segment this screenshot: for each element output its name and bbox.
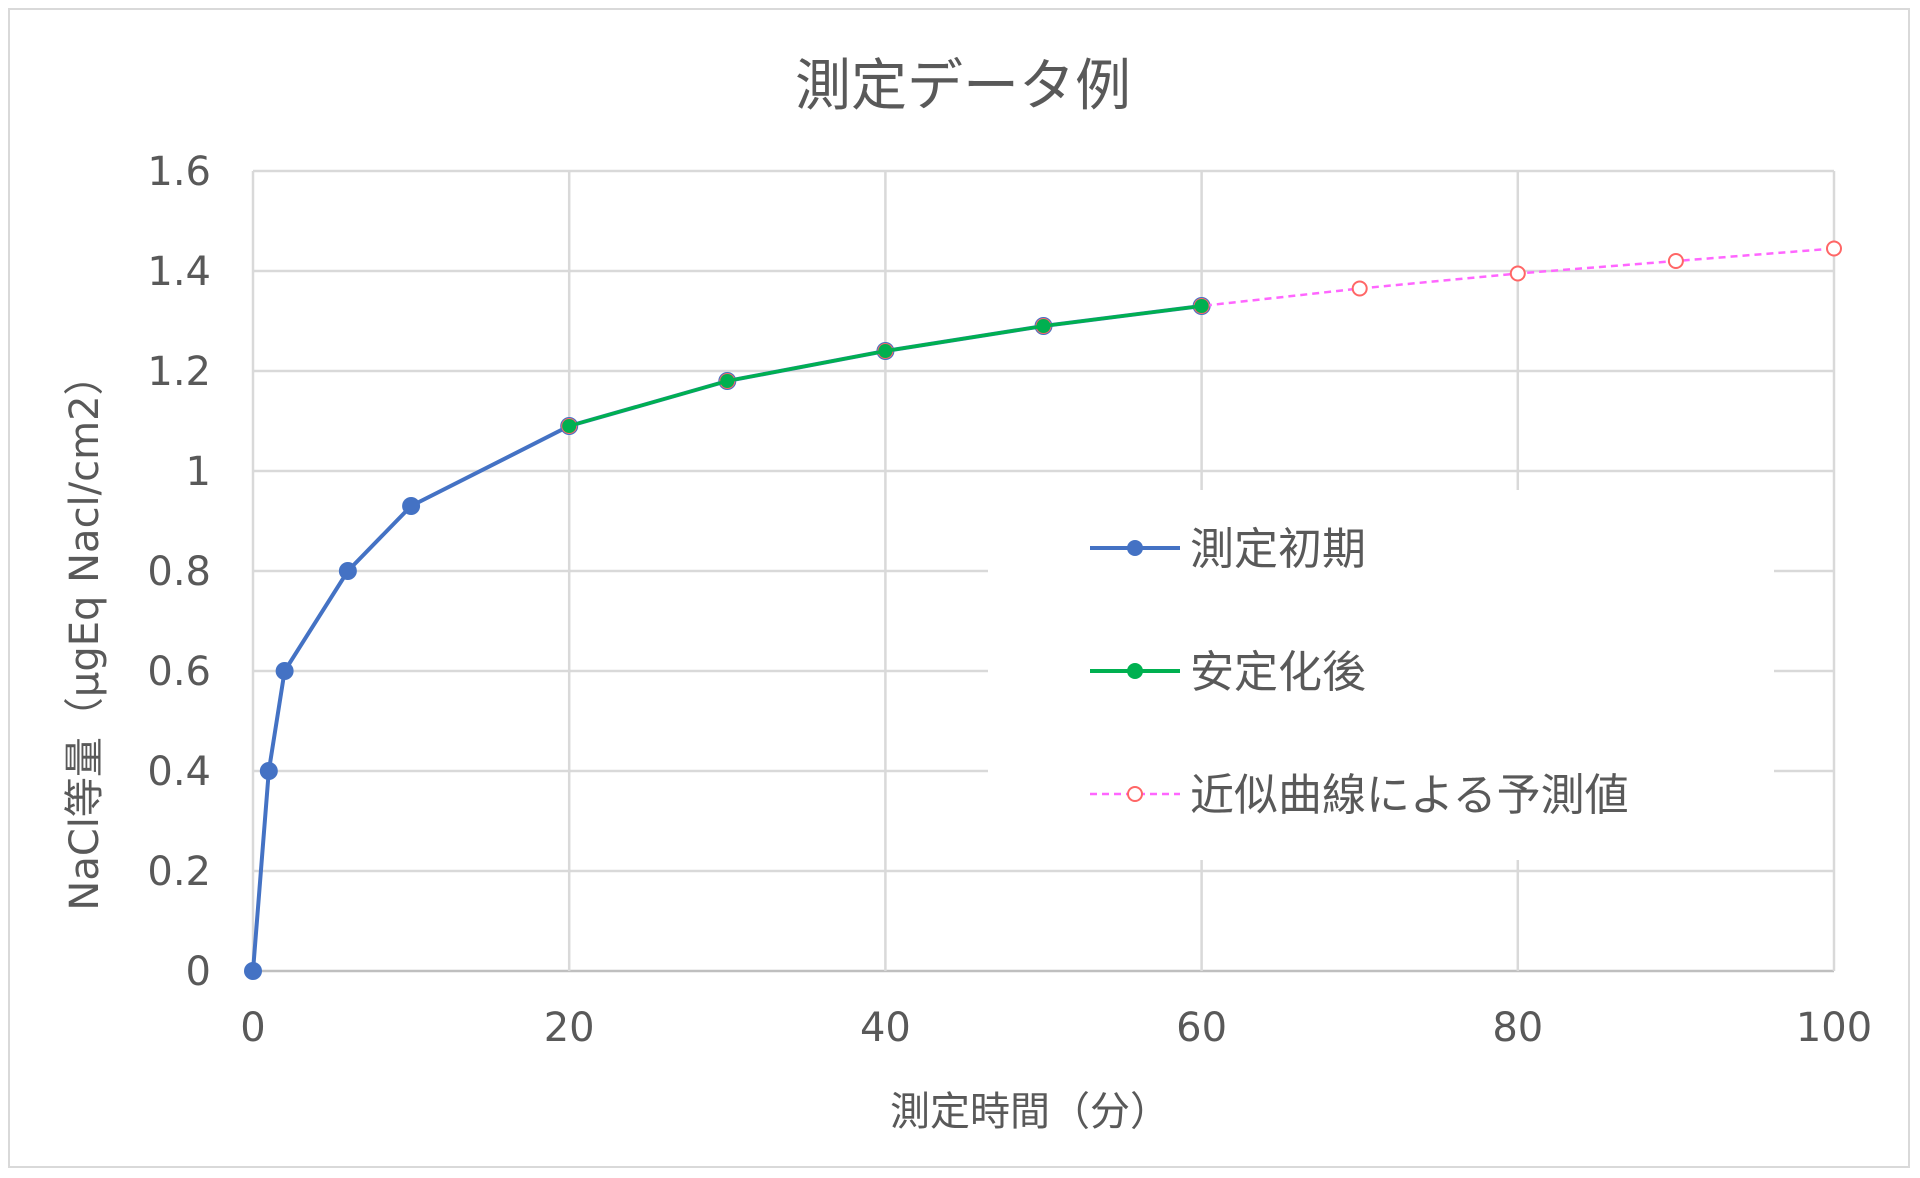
data-point <box>562 419 577 433</box>
y-tick-label: 1.4 <box>147 249 211 295</box>
legend-label: 近似曲線による予測値 <box>1190 770 1629 821</box>
x-tick-label: 100 <box>1796 1005 1872 1051</box>
series-1 <box>562 299 1209 433</box>
data-point <box>259 762 278 780</box>
data-point <box>338 562 357 580</box>
y-tick-label: 1.6 <box>147 149 211 195</box>
y-tick-label: 0.2 <box>147 849 211 895</box>
legend-item-2: 近似曲線による予測値 <box>1090 770 1629 821</box>
x-tick-label: 40 <box>860 1005 911 1051</box>
x-tick-label: 0 <box>240 1005 265 1051</box>
y-axis-title: NaCl等量（µgEq Nacl/cm2） <box>62 355 108 910</box>
data-point <box>275 662 294 680</box>
legend-box <box>988 490 1774 860</box>
y-tick-label: 0 <box>186 949 211 995</box>
y-tick-label: 1 <box>186 449 211 495</box>
y-tick-label: 0.8 <box>147 549 211 595</box>
data-point <box>1351 280 1368 297</box>
data-point <box>244 962 262 980</box>
legend-item-0: 測定初期 <box>1090 524 1366 575</box>
y-tick-label: 1.2 <box>147 349 211 395</box>
data-point <box>402 497 421 515</box>
legend-marker <box>1127 663 1143 679</box>
x-tick-label: 20 <box>544 1005 595 1051</box>
x-axis-title: 測定時間（分） <box>890 1089 1170 1135</box>
x-tick-label: 80 <box>1492 1005 1543 1051</box>
data-point <box>1826 240 1842 257</box>
axes: 0 0.2 0.4 0.6 0.8 1 1.2 1.4 1.6 0 20 40 60 80 100 <box>147 149 1872 1051</box>
data-point <box>1036 319 1051 333</box>
data-point <box>720 374 735 388</box>
series-layer <box>244 240 1842 980</box>
legend-marker <box>1127 786 1143 802</box>
x-tick-label: 60 <box>1176 1005 1227 1051</box>
legend-label: 安定化後 <box>1190 647 1366 698</box>
data-point <box>1509 265 1526 282</box>
y-tick-label: 0.4 <box>147 749 211 795</box>
data-point <box>1194 299 1209 313</box>
legend-marker <box>1127 540 1143 556</box>
legend-item-1: 安定化後 <box>1090 647 1366 698</box>
chart-title: 測定データ例 <box>795 54 1131 119</box>
y-tick-label: 0.6 <box>147 649 211 695</box>
data-point <box>878 344 893 358</box>
legend-label: 測定初期 <box>1190 524 1366 575</box>
data-point <box>1667 253 1684 269</box>
